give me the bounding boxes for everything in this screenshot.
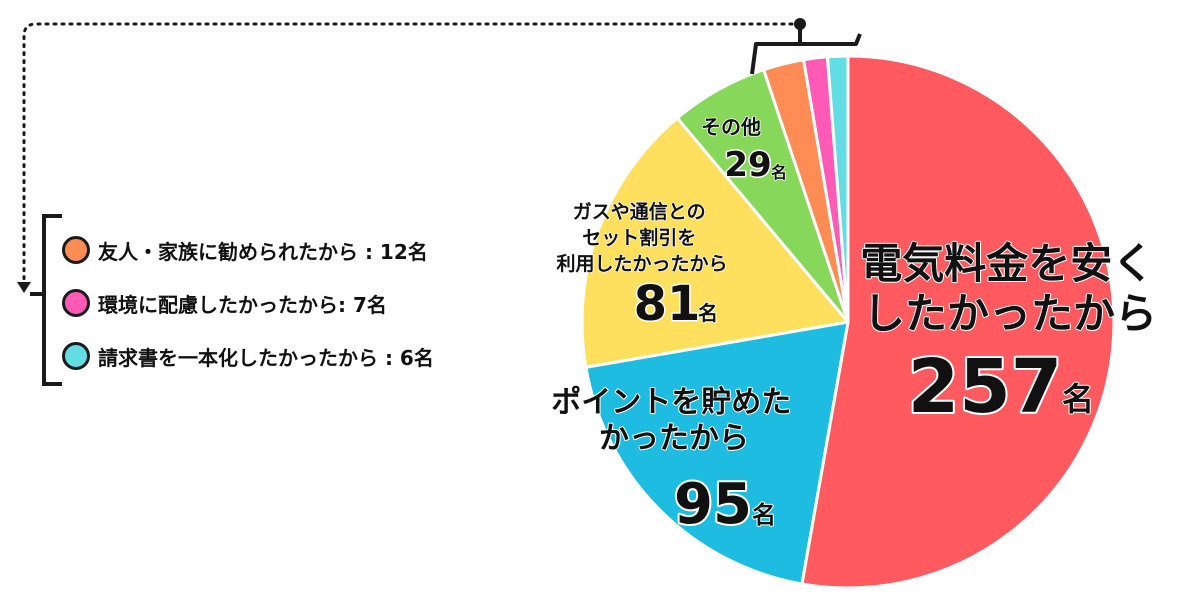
connector-dotted-line — [22, 22, 802, 282]
label-set-discount-line-2: セット割引を — [582, 226, 696, 249]
legend: 友人・家族に勧められたから : 12名 環境に配慮したかったから: 7名 請求書… — [62, 232, 522, 391]
value-set-discount: 81 — [634, 276, 701, 332]
value-electricity: 257 — [908, 344, 1062, 430]
slice-points — [584, 320, 850, 586]
value-other: 29 — [724, 145, 771, 185]
slice-invoice — [825, 54, 850, 324]
legend-item-friends: 友人・家族に勧められたから : 12名 — [62, 232, 522, 268]
unit-set-discount: 名 — [698, 301, 718, 325]
label-set-discount-line-3: 利用したかったから — [556, 253, 727, 275]
legend-bracket — [42, 214, 62, 386]
legend-label-invoice: 請求書を一本化したかったから : 6名 — [98, 345, 434, 370]
legend-label-friends: 友人・家族に勧められたから : 12名 — [98, 239, 428, 264]
legend-item-environment: 環境に配慮したかったから: 7名 — [62, 285, 522, 321]
label-electricity-line-1: 電気料金を安く — [860, 239, 1154, 288]
label-other: その他 — [701, 115, 761, 139]
label-points-line-1: ポイントを貯めた — [551, 385, 791, 420]
legend-label-environment: 環境に配慮したかったから: 7名 — [98, 292, 387, 317]
slice-electricity — [800, 54, 1116, 590]
pie-slices — [580, 54, 1116, 590]
label-set-discount: ガスや通信との セット割引を 利用したかったから — [556, 200, 727, 275]
label-set-discount-line-1: ガスや通信との — [573, 200, 706, 223]
unit-points: 名 — [752, 501, 776, 529]
legend-item-invoice: 請求書を一本化したかったから : 6名 — [62, 338, 522, 374]
value-points: 95 — [674, 472, 752, 537]
connector-arrowhead — [17, 282, 31, 293]
legend-swatch-cyan — [62, 342, 90, 370]
label-points: ポイントを貯めた かったから — [551, 385, 797, 456]
legend-swatch-orange — [62, 236, 90, 264]
slice-set-discount — [580, 116, 850, 369]
label-points-line-2: かったから — [599, 421, 749, 456]
legend-swatch-pink — [62, 289, 90, 317]
label-electricity: 電気料金を安く したかったから — [860, 239, 1160, 338]
unit-electricity: 名 — [1062, 380, 1094, 418]
connector-bracket — [750, 33, 862, 75]
label-electricity-line-2: したかったから — [863, 289, 1157, 338]
unit-other: 名 — [771, 163, 787, 182]
